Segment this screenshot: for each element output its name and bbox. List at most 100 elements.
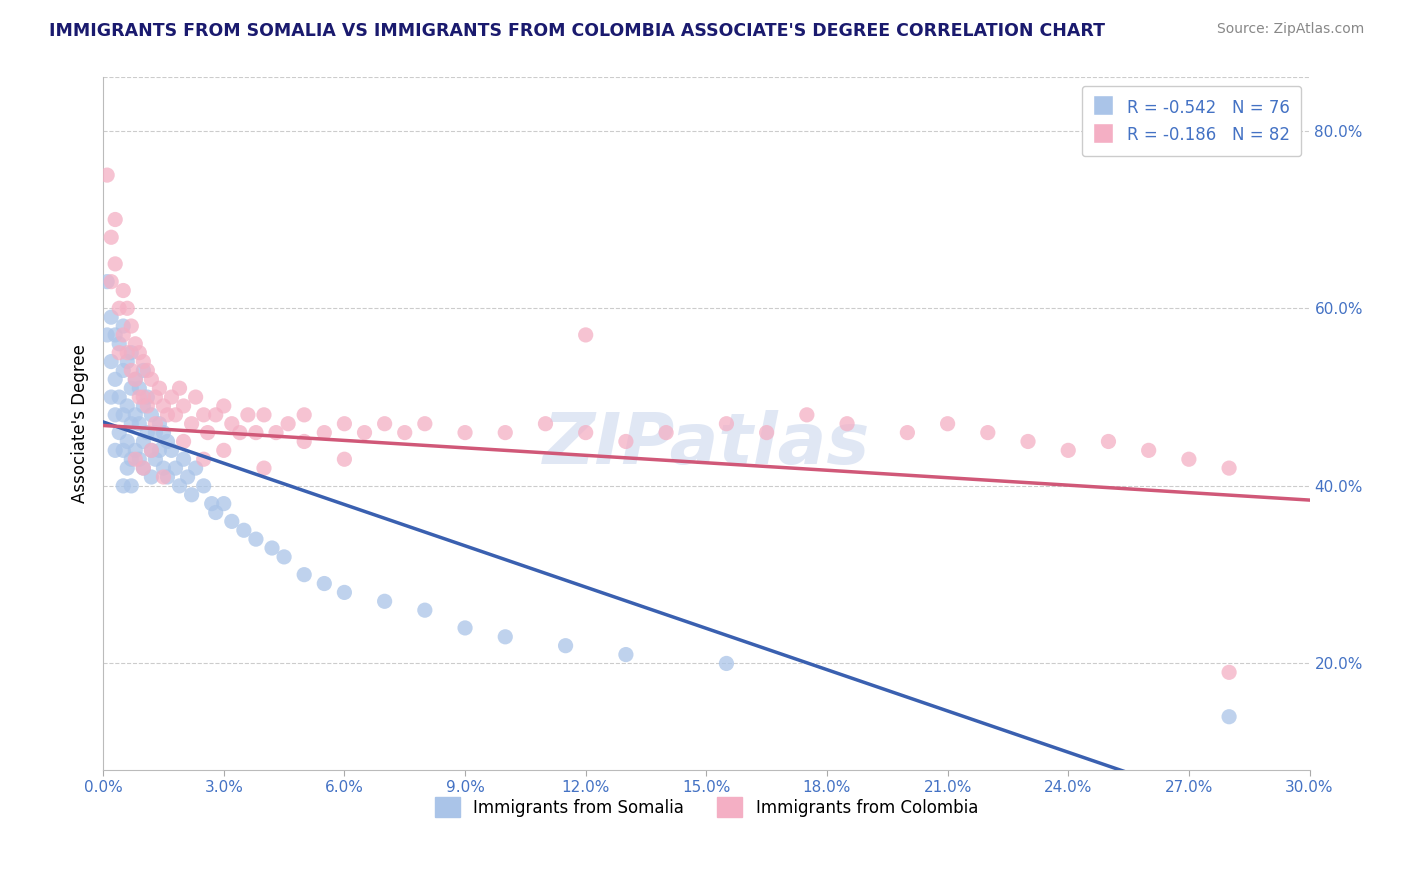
Point bbox=[145, 390, 167, 404]
Point bbox=[136, 399, 159, 413]
Point bbox=[132, 363, 155, 377]
Point bbox=[112, 319, 135, 334]
Point bbox=[120, 381, 142, 395]
Point bbox=[165, 408, 187, 422]
Point bbox=[120, 363, 142, 377]
Point bbox=[132, 461, 155, 475]
Point bbox=[112, 479, 135, 493]
Point bbox=[454, 621, 477, 635]
Point bbox=[232, 523, 254, 537]
Point bbox=[104, 443, 127, 458]
Point bbox=[117, 434, 139, 449]
Point bbox=[193, 479, 215, 493]
Point bbox=[124, 408, 146, 422]
Point bbox=[1218, 461, 1240, 475]
Point bbox=[169, 381, 191, 395]
Point bbox=[173, 399, 195, 413]
Point bbox=[936, 417, 959, 431]
Point bbox=[273, 549, 295, 564]
Point bbox=[575, 327, 598, 342]
Point bbox=[156, 434, 179, 449]
Point bbox=[204, 506, 226, 520]
Point bbox=[292, 567, 315, 582]
Point bbox=[835, 417, 858, 431]
Point bbox=[1218, 710, 1240, 724]
Point bbox=[212, 399, 235, 413]
Point bbox=[117, 399, 139, 413]
Point bbox=[132, 390, 155, 404]
Point bbox=[108, 425, 131, 440]
Point bbox=[104, 372, 127, 386]
Point bbox=[204, 408, 226, 422]
Point bbox=[977, 425, 1000, 440]
Point bbox=[152, 470, 174, 484]
Point bbox=[117, 345, 139, 359]
Point bbox=[575, 425, 598, 440]
Point bbox=[124, 336, 146, 351]
Point bbox=[165, 461, 187, 475]
Point bbox=[614, 434, 637, 449]
Point bbox=[353, 425, 375, 440]
Point bbox=[136, 363, 159, 377]
Point bbox=[1017, 434, 1039, 449]
Point bbox=[184, 390, 207, 404]
Point bbox=[1097, 434, 1119, 449]
Point bbox=[112, 408, 135, 422]
Point bbox=[132, 434, 155, 449]
Point bbox=[1057, 443, 1080, 458]
Point bbox=[145, 417, 167, 431]
Point bbox=[554, 639, 576, 653]
Point bbox=[152, 425, 174, 440]
Point bbox=[180, 488, 202, 502]
Point bbox=[120, 452, 142, 467]
Point bbox=[141, 408, 163, 422]
Point bbox=[245, 425, 267, 440]
Point bbox=[534, 417, 557, 431]
Point bbox=[112, 363, 135, 377]
Point bbox=[100, 230, 122, 244]
Point bbox=[374, 417, 396, 431]
Point bbox=[128, 452, 150, 467]
Point bbox=[229, 425, 252, 440]
Point bbox=[104, 212, 127, 227]
Point bbox=[314, 576, 336, 591]
Point bbox=[117, 301, 139, 316]
Point bbox=[96, 168, 118, 182]
Point bbox=[333, 452, 356, 467]
Point bbox=[108, 390, 131, 404]
Point bbox=[141, 372, 163, 386]
Point bbox=[108, 345, 131, 359]
Point bbox=[253, 408, 276, 422]
Text: Source: ZipAtlas.com: Source: ZipAtlas.com bbox=[1216, 22, 1364, 37]
Point bbox=[156, 470, 179, 484]
Point bbox=[333, 417, 356, 431]
Point bbox=[896, 425, 918, 440]
Point bbox=[614, 648, 637, 662]
Point bbox=[655, 425, 678, 440]
Point bbox=[292, 408, 315, 422]
Point bbox=[128, 381, 150, 395]
Point bbox=[212, 497, 235, 511]
Point bbox=[132, 461, 155, 475]
Point bbox=[333, 585, 356, 599]
Point bbox=[374, 594, 396, 608]
Point bbox=[100, 275, 122, 289]
Point bbox=[96, 327, 118, 342]
Point bbox=[260, 541, 283, 555]
Point bbox=[716, 417, 738, 431]
Point bbox=[104, 257, 127, 271]
Point bbox=[120, 479, 142, 493]
Point bbox=[413, 603, 436, 617]
Point bbox=[104, 408, 127, 422]
Point bbox=[180, 417, 202, 431]
Point bbox=[148, 443, 170, 458]
Point bbox=[1178, 452, 1201, 467]
Point bbox=[221, 417, 243, 431]
Point bbox=[132, 354, 155, 368]
Point bbox=[124, 452, 146, 467]
Point bbox=[132, 399, 155, 413]
Point bbox=[314, 425, 336, 440]
Point bbox=[117, 461, 139, 475]
Point bbox=[136, 425, 159, 440]
Point bbox=[755, 425, 778, 440]
